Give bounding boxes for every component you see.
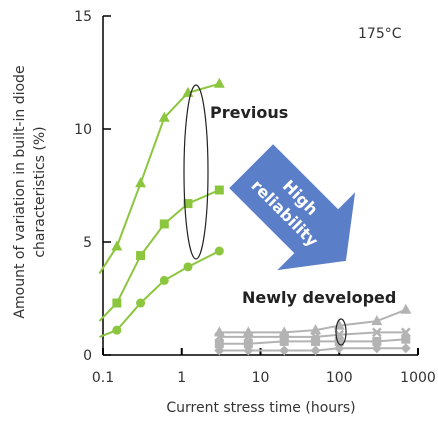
x-tick-label: 100 [326, 370, 353, 386]
previous-label: Previous [210, 103, 288, 122]
data-point-previous-square [183, 199, 193, 209]
data-point-previous-square [136, 251, 146, 261]
data-point-newly-diamond [371, 343, 382, 354]
x-axis-title: Current stress time (hours) [166, 400, 355, 416]
newly-group-ellipse [335, 318, 347, 346]
y-tick-label: 10 [74, 122, 92, 138]
series-line-previous-circle [99, 250, 220, 338]
data-point-newly-square [334, 336, 344, 346]
data-point-newly-square [311, 336, 321, 346]
data-point-previous-triangle [135, 177, 147, 188]
data-point-previous-square [214, 185, 224, 195]
chart-marks: 0 5 10 15 0.1 1 10 100 1000 [74, 9, 436, 386]
data-point-previous-triangle [213, 77, 225, 88]
data-point-newly-diamond [400, 343, 411, 354]
y-axis-title-line2: characteristics (%) [32, 126, 48, 257]
data-point-newly-diamond [243, 345, 254, 356]
data-point-newly-square [214, 339, 224, 349]
data-point-newly-triangle [400, 303, 412, 314]
data-point-newly-x [371, 327, 382, 338]
data-point-newly-square [243, 339, 253, 349]
y-axis-title-line1: Amount of variation in built-in diode [12, 65, 28, 318]
data-point-newly-square [372, 336, 382, 346]
high-reliability-arrow: High reliability [229, 144, 356, 271]
series-line-previous-triangle [98, 82, 220, 275]
arrow-shape [229, 144, 356, 271]
x-tick-label: 1000 [400, 370, 436, 386]
data-point-previous-square [159, 219, 169, 229]
y-tick-label: 15 [74, 9, 92, 25]
y-tick-label: 0 [83, 348, 92, 364]
data-point-newly-diamond [310, 345, 321, 356]
data-point-previous-circle [136, 298, 146, 308]
data-point-newly-triangle [371, 315, 383, 326]
data-point-newly-diamond [334, 343, 345, 354]
data-point-previous-circle [112, 325, 122, 335]
data-point-newly-square [401, 334, 411, 344]
data-point-newly-diamond [279, 345, 290, 356]
data-point-newly-triangle [310, 324, 322, 335]
y-tick-label: 5 [83, 235, 92, 251]
x-tick-label: 10 [252, 370, 270, 386]
newly-developed-label: Newly developed [242, 288, 396, 307]
x-tick-label: 1 [177, 370, 186, 386]
temperature-label: 175°C [358, 26, 402, 42]
data-point-newly-diamond [214, 345, 225, 356]
data-point-previous-circle [183, 262, 193, 272]
data-point-previous-triangle [158, 111, 170, 122]
data-point-newly-square [279, 336, 289, 346]
data-point-previous-circle [214, 246, 224, 256]
data-point-previous-square [112, 298, 122, 308]
data-point-previous-triangle [111, 240, 123, 251]
data-point-previous-circle [159, 275, 169, 285]
previous-group-ellipse [183, 84, 209, 260]
x-tick-label: 0.1 [92, 370, 114, 386]
